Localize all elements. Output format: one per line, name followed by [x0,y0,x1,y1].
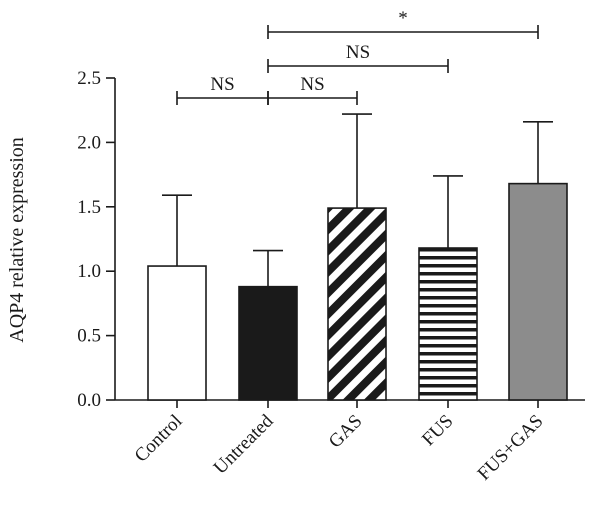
y-axis-title: AQP4 relative expression [6,137,28,343]
significance-bracket: NS [176,74,269,105]
bar-untreated [238,285,298,401]
y-tick-label: 2.0 [77,132,101,153]
y-axis: 0.0 0.5 1.0 1.5 2.0 2.5 [77,68,116,411]
y-tick-label: 1.0 [77,261,101,282]
y-tick-label: 2.5 [77,68,101,89]
x-tick-label: FUS [418,411,457,450]
y-tick-label: 0.0 [77,390,101,411]
x-tick-label: Untreated [210,410,278,478]
y-tick-label: 0.5 [77,326,101,347]
x-tick-label: Control [131,411,187,467]
x-tick-label: GAS [325,411,367,453]
significance-label: NS [210,74,234,95]
bar-gas [327,207,387,401]
significance-label: * [398,8,408,29]
bar-fus-gas [508,182,568,401]
x-tick-label: FUS+GAS [474,411,548,485]
error-bars [162,113,553,287]
significance-label: NS [346,42,370,63]
significance-bracket: NS [267,74,358,105]
y-tick-label: 1.5 [77,197,101,218]
significance-bracket: NS [267,42,449,73]
x-axis: Control Untreated GAS FUS FUS+GAS [115,399,585,485]
bar-control [147,265,207,401]
significance-label: NS [300,74,324,95]
significance-bracket: * [267,8,539,39]
bars [147,182,568,401]
significance-brackets: NS NS NS * [176,8,539,105]
bar-fus [418,247,478,401]
